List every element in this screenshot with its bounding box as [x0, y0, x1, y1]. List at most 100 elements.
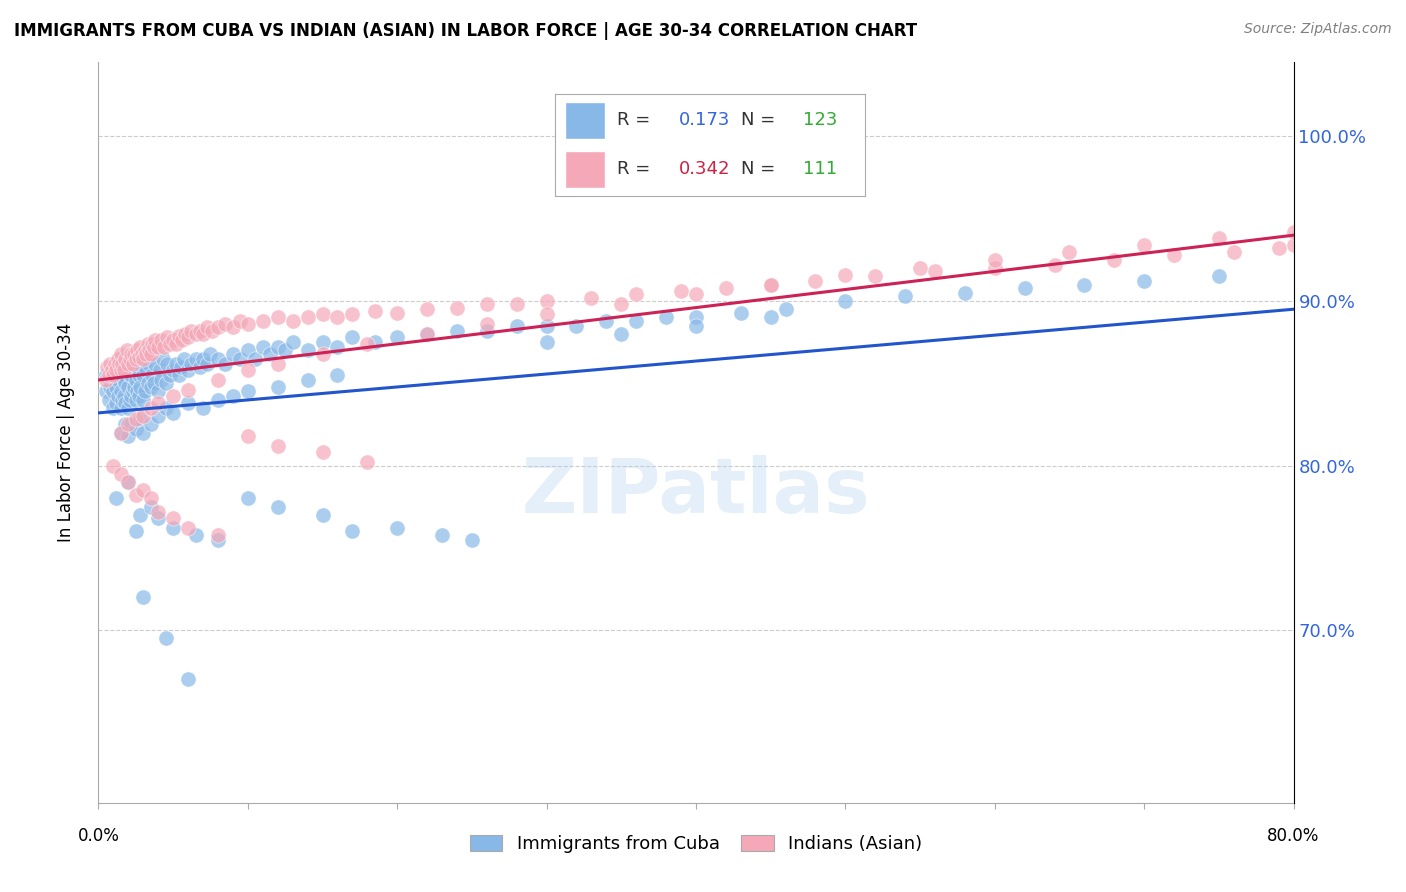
Point: [1104, 252, 1126, 267]
Point: [120, 417, 142, 432]
Point: [430, 527, 453, 541]
Point: [180, 324, 202, 338]
Point: [536, 307, 558, 321]
Point: [110, 401, 132, 415]
Point: [1133, 238, 1156, 252]
Point: [135, 346, 157, 360]
Point: [229, 314, 252, 328]
Point: [297, 343, 319, 358]
Point: [174, 326, 197, 341]
Point: [626, 287, 648, 301]
Point: [326, 310, 349, 325]
Point: [138, 343, 160, 358]
Point: [155, 632, 177, 646]
Point: [385, 521, 409, 535]
Point: [326, 340, 349, 354]
Point: [103, 368, 125, 382]
Point: [229, 351, 252, 366]
Point: [267, 500, 290, 514]
Point: [110, 425, 132, 440]
Point: [1282, 225, 1305, 239]
Point: [105, 491, 128, 506]
Point: [245, 351, 267, 366]
Text: 0.342: 0.342: [679, 160, 731, 178]
Point: [152, 351, 174, 366]
Point: [148, 409, 170, 424]
Bar: [565, 102, 605, 139]
Point: [222, 346, 245, 360]
Point: [143, 357, 166, 371]
Point: [311, 508, 333, 522]
Point: [385, 330, 409, 344]
Point: [105, 396, 128, 410]
Point: [139, 379, 162, 393]
Point: [139, 500, 162, 514]
Point: [142, 376, 165, 391]
Point: [96, 359, 118, 374]
Point: [107, 373, 129, 387]
Point: [139, 491, 162, 506]
Point: [125, 524, 148, 539]
Point: [297, 310, 319, 325]
Point: [138, 357, 160, 371]
Point: [162, 406, 184, 420]
Point: [207, 351, 229, 366]
Point: [167, 368, 190, 382]
Point: [94, 373, 117, 387]
Point: [984, 252, 1007, 267]
Point: [184, 351, 207, 366]
Point: [127, 363, 149, 377]
Point: [148, 340, 170, 354]
Point: [132, 351, 155, 366]
Point: [475, 324, 498, 338]
Point: [177, 673, 200, 687]
Point: [536, 318, 558, 333]
Point: [139, 401, 162, 415]
Point: [342, 307, 364, 321]
Point: [177, 363, 200, 377]
Point: [124, 363, 146, 377]
Point: [259, 346, 281, 360]
Point: [103, 368, 125, 382]
Point: [118, 351, 141, 366]
Point: [108, 359, 131, 374]
Point: [416, 326, 439, 341]
Point: [165, 336, 187, 351]
Text: Source: ZipAtlas.com: Source: ZipAtlas.com: [1244, 22, 1392, 37]
Point: [188, 359, 211, 374]
Point: [236, 384, 259, 399]
Point: [117, 475, 139, 489]
Point: [385, 305, 409, 319]
Point: [132, 425, 155, 440]
Point: [117, 357, 139, 371]
Text: 0.0%: 0.0%: [77, 828, 120, 846]
Point: [105, 363, 128, 377]
Point: [236, 491, 259, 506]
Point: [177, 330, 200, 344]
Point: [252, 314, 274, 328]
Point: [143, 334, 166, 348]
Point: [132, 483, 155, 498]
Point: [775, 302, 797, 317]
Point: [207, 320, 229, 334]
Bar: [565, 151, 605, 188]
Point: [1073, 277, 1095, 292]
Point: [117, 475, 139, 489]
Point: [894, 289, 917, 303]
Point: [172, 334, 194, 348]
Point: [267, 439, 290, 453]
Point: [191, 401, 214, 415]
Point: [685, 318, 707, 333]
Point: [104, 357, 127, 371]
Point: [236, 363, 259, 377]
Text: IMMIGRANTS FROM CUBA VS INDIAN (ASIAN) IN LABOR FORCE | AGE 30-34 CORRELATION CH: IMMIGRANTS FROM CUBA VS INDIAN (ASIAN) I…: [14, 22, 917, 40]
Point: [311, 335, 333, 350]
Point: [214, 317, 236, 331]
Point: [125, 412, 148, 426]
Point: [326, 368, 349, 382]
Point: [342, 330, 364, 344]
Point: [98, 379, 122, 393]
Point: [110, 425, 132, 440]
Point: [759, 310, 782, 325]
Point: [759, 277, 782, 292]
